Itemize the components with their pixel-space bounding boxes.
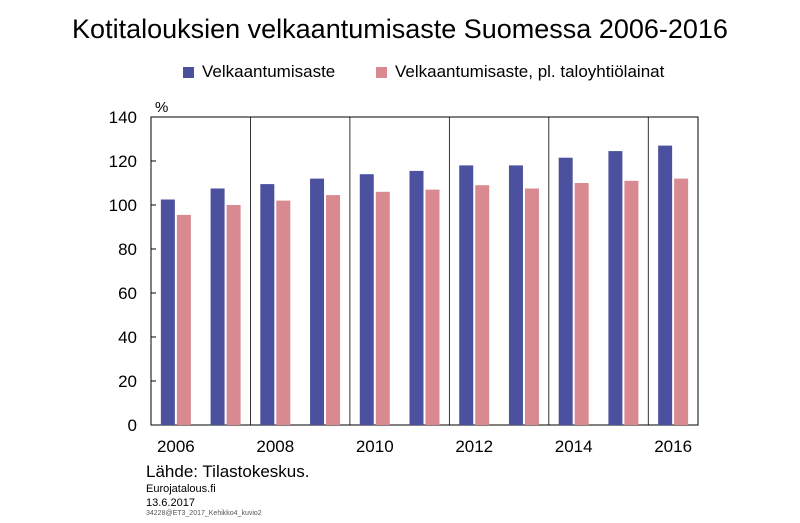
bar-ilman-taloyhtiolainoja-2010 (375, 191, 390, 425)
y-tick-label: 140 (109, 108, 137, 127)
bar-velkaantumisaste-2016 (658, 145, 673, 425)
y-tick-label: 120 (109, 152, 137, 171)
y-tick-label: 0 (128, 416, 137, 435)
bar-ilman-taloyhtiolainoja-2015 (624, 180, 639, 425)
plot-frame (150, 116, 699, 426)
legend-swatch-series-2 (376, 66, 387, 78)
bar-velkaantumisaste-2011 (409, 170, 424, 425)
bar-velkaantumisaste-2007 (210, 188, 225, 425)
bar-ilman-taloyhtiolainoja-2013 (524, 188, 539, 425)
y-axis-unit: % (155, 99, 168, 116)
bar-ilman-taloyhtiolainoja-2006 (176, 214, 191, 425)
legend-item-series-2: Velkaantumisaste, pl. taloyhtiölainat (376, 62, 664, 82)
bar-velkaantumisaste-2015 (608, 151, 623, 425)
chart-title: Kotitalouksien velkaantumisaste Suomessa… (72, 14, 728, 44)
x-tick-label: 2006 (157, 437, 195, 456)
figure-code: 34228@ET3_2017_Kehikko4_kuvio2 (146, 510, 262, 517)
legend-label-series-1: Velkaantumisaste (202, 62, 336, 81)
bar-velkaantumisaste-2010 (359, 174, 374, 425)
x-tick-label: 2014 (555, 437, 593, 456)
bar-ilman-taloyhtiolainoja-2012 (475, 185, 490, 425)
bar-velkaantumisaste-2014 (558, 157, 573, 425)
bar-velkaantumisaste-2013 (508, 165, 523, 425)
bar-ilman-taloyhtiolainoja-2014 (574, 183, 589, 425)
bar-ilman-taloyhtiolainoja-2011 (425, 189, 440, 425)
bar-ilman-taloyhtiolainoja-2009 (326, 195, 341, 425)
x-tick-label: 2016 (654, 437, 692, 456)
site-note: Eurojatalous.fi (146, 483, 216, 495)
x-tick-label: 2012 (455, 437, 493, 456)
legend: Velkaantumisaste Velkaantumisaste, pl. t… (0, 62, 800, 82)
x-tick-label: 2010 (356, 437, 394, 456)
y-tick-label: 20 (118, 372, 137, 391)
y-tick-label: 100 (109, 196, 137, 215)
date-note: 13.6.2017 (146, 497, 195, 509)
bar-ilman-taloyhtiolainoja-2016 (674, 178, 689, 425)
bar-ilman-taloyhtiolainoja-2008 (276, 200, 291, 425)
bar-velkaantumisaste-2008 (260, 184, 275, 425)
y-tick-label: 40 (118, 328, 137, 347)
x-tick-label: 2008 (256, 437, 294, 456)
y-tick-label: 80 (118, 240, 137, 259)
y-tick-label: 60 (118, 284, 137, 303)
bar-velkaantumisaste-2006 (160, 199, 175, 425)
legend-swatch-series-1 (183, 66, 194, 78)
bar-velkaantumisaste-2012 (459, 165, 474, 425)
bar-velkaantumisaste-2009 (310, 178, 325, 425)
legend-label-series-2: Velkaantumisaste, pl. taloyhtiölainat (395, 62, 665, 81)
source-note: Lähde: Tilastokeskus. (146, 462, 310, 481)
legend-item-series-1: Velkaantumisaste (183, 62, 335, 82)
bar-ilman-taloyhtiolainoja-2007 (226, 205, 241, 425)
